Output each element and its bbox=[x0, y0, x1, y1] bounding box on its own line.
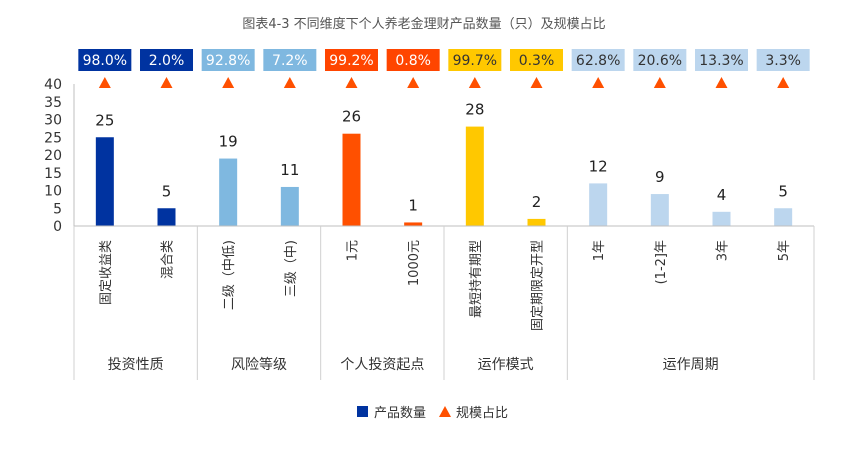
legend-label: 规模占比 bbox=[456, 406, 508, 421]
bar-value-label: 25 bbox=[95, 111, 114, 129]
share-tag-label: 98.0% bbox=[83, 53, 127, 69]
share-tag-box bbox=[201, 49, 255, 71]
share-tag-label: 92.8% bbox=[206, 53, 250, 69]
y-tick-label: 40 bbox=[44, 77, 62, 93]
share-tag-box bbox=[633, 49, 687, 71]
share-tag-label: 99.2% bbox=[329, 53, 373, 69]
bar-value-label: 19 bbox=[219, 133, 238, 151]
share-marker bbox=[407, 77, 420, 88]
group-label: 运作模式 bbox=[478, 357, 534, 373]
y-tick-label: 0 bbox=[53, 219, 62, 235]
bar bbox=[589, 183, 608, 226]
share-tag-label: 62.8% bbox=[576, 53, 620, 69]
share-tag-label: 0.3% bbox=[519, 53, 555, 69]
category-label: 三级（中) bbox=[284, 240, 299, 297]
share-tag-box bbox=[263, 49, 317, 71]
bar bbox=[650, 194, 669, 226]
share-tag-box bbox=[756, 49, 810, 71]
share-tag-box bbox=[140, 49, 193, 71]
category-label: 1年 bbox=[592, 240, 607, 261]
share-tag-box bbox=[571, 49, 625, 71]
bar-value-label: 1 bbox=[408, 196, 418, 214]
bar bbox=[95, 137, 114, 226]
share-tag-label: 7.2% bbox=[272, 53, 308, 69]
group-label: 个人投资起点 bbox=[340, 357, 424, 373]
bar-value-label: 9 bbox=[655, 168, 665, 186]
group-label: 风险等级 bbox=[231, 356, 287, 373]
share-tag-box bbox=[78, 49, 132, 71]
category-label: 固定期限定开型 bbox=[531, 240, 546, 331]
y-tick-label: 20 bbox=[44, 148, 62, 164]
share-tag-label: 99.7% bbox=[453, 53, 497, 69]
share-tag-label: 20.6% bbox=[638, 53, 682, 69]
category-label: 1元 bbox=[346, 240, 361, 261]
bar bbox=[404, 222, 423, 226]
legend-label: 产品数量 bbox=[374, 406, 426, 421]
share-tag-label: 0.8% bbox=[395, 53, 431, 69]
share-marker bbox=[653, 77, 666, 88]
x-axis: 固定收益类 混合类 二级（中低) 三级（中) 1元 1000元 最短持有期型 固定期限定开型 1… bbox=[73, 225, 815, 380]
category-label: 1000元 bbox=[407, 240, 422, 286]
share-tag-box bbox=[448, 49, 502, 71]
share-tag-box bbox=[386, 49, 440, 71]
category-label: 3年 bbox=[716, 240, 731, 261]
share-tag-label: 2.0% bbox=[149, 53, 185, 69]
share-marker bbox=[715, 77, 728, 88]
share-tag-label: 3.3% bbox=[765, 53, 801, 69]
share-tag-label: 13.3% bbox=[699, 53, 743, 69]
bar-value-label: 5 bbox=[778, 182, 788, 200]
bar-value-label: 12 bbox=[589, 157, 608, 175]
share-marker bbox=[530, 77, 543, 88]
y-tick-label: 5 bbox=[53, 201, 62, 217]
share-marker bbox=[98, 77, 111, 88]
category-label: 混合类 bbox=[161, 240, 176, 279]
bar-value-label: 5 bbox=[162, 182, 172, 200]
legend-swatch-triangle bbox=[439, 406, 451, 417]
bar bbox=[219, 158, 238, 226]
bar-value-label: 4 bbox=[717, 186, 727, 204]
chart-title: 图表4-3 不同维度下个人养老金理财产品数量（只）及规模占比 bbox=[242, 16, 605, 32]
category-label: 5年 bbox=[777, 240, 792, 261]
y-tick-label: 30 bbox=[44, 113, 62, 129]
bar bbox=[774, 208, 793, 226]
y-tick-label: 10 bbox=[44, 184, 62, 200]
bar-value-label: 11 bbox=[280, 161, 299, 179]
share-tag-box bbox=[695, 49, 748, 71]
share-tag-box bbox=[510, 49, 563, 71]
y-tick-label: 25 bbox=[44, 130, 62, 146]
bar bbox=[465, 126, 484, 226]
share-marker-row bbox=[98, 77, 790, 88]
bar bbox=[527, 218, 546, 226]
category-label: 固定收益类 bbox=[99, 240, 114, 305]
share-tag-box bbox=[325, 49, 378, 71]
share-marker bbox=[345, 77, 358, 88]
y-tick-label: 35 bbox=[44, 95, 62, 111]
bar-value-label: 28 bbox=[465, 101, 484, 119]
share-marker bbox=[222, 77, 235, 88]
bar bbox=[157, 208, 176, 226]
group-label: 投资性质 bbox=[108, 357, 164, 373]
bar bbox=[280, 186, 299, 226]
bar bbox=[712, 211, 731, 226]
legend: 产品数量 规模占比 bbox=[357, 406, 508, 421]
share-marker bbox=[592, 77, 605, 88]
share-tag-row: 98.0% 2.0% 92.8% 7.2% 99.2% 0.8% 99.7% 0.3% 62.8… bbox=[78, 49, 810, 71]
legend-swatch-square bbox=[357, 406, 368, 417]
category-label: (1-2]年 bbox=[654, 240, 669, 284]
bar bbox=[342, 133, 361, 226]
bars: 25 5 19 11 26 1 28 2 12 9 4 5 bbox=[95, 101, 793, 226]
category-label: 二级（中低) bbox=[222, 240, 237, 310]
share-marker bbox=[160, 77, 173, 88]
share-marker bbox=[283, 77, 296, 88]
share-marker bbox=[777, 77, 790, 88]
category-label: 最短持有期型 bbox=[469, 240, 484, 318]
y-tick-label: 15 bbox=[44, 166, 62, 182]
share-marker bbox=[468, 77, 481, 88]
group-label: 运作周期 bbox=[663, 357, 719, 373]
bar-value-label: 2 bbox=[532, 193, 542, 211]
bar-value-label: 26 bbox=[342, 108, 361, 126]
